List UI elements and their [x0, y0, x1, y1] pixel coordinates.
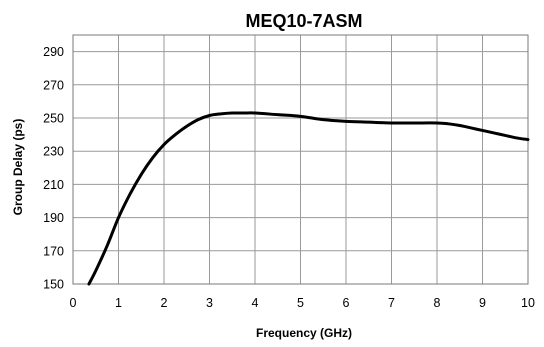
- x-tick-label: 5: [297, 296, 304, 310]
- y-tick-label: 150: [43, 278, 64, 292]
- series-line-group-delay: [87, 111, 530, 286]
- x-tick-label: 10: [521, 296, 535, 310]
- y-tick-label: 170: [43, 244, 64, 258]
- x-tick-label: 9: [479, 296, 486, 310]
- x-tick-label: 3: [206, 296, 213, 310]
- y-axis-label: Group Delay (ps): [11, 119, 25, 216]
- y-tick-label: 290: [43, 45, 64, 59]
- chart-title: MEQ10-7ASM: [245, 11, 362, 31]
- x-axis-ticks: 0 1 2 3 4 5 6 7 8 9 10: [70, 296, 535, 310]
- y-tick-label: 250: [43, 112, 64, 126]
- x-tick-label: 6: [343, 296, 350, 310]
- y-tick-label: 270: [43, 78, 64, 92]
- y-axis-ticks: 150 170 190 210 230 250 270 290: [43, 45, 64, 291]
- x-tick-label: 0: [70, 296, 77, 310]
- y-tick-label: 230: [43, 145, 64, 159]
- x-tick-label: 8: [434, 296, 441, 310]
- series-layer: [87, 111, 530, 286]
- x-axis-label: Frequency (GHz): [256, 326, 352, 340]
- x-tick-label: 4: [252, 296, 259, 310]
- grid: [72, 35, 529, 285]
- x-tick-label: 7: [388, 296, 395, 310]
- x-tick-label: 1: [115, 296, 122, 310]
- plot-area: [72, 34, 529, 285]
- x-tick-label: 2: [161, 296, 168, 310]
- y-tick-label: 210: [43, 178, 64, 192]
- y-tick-label: 190: [43, 211, 64, 225]
